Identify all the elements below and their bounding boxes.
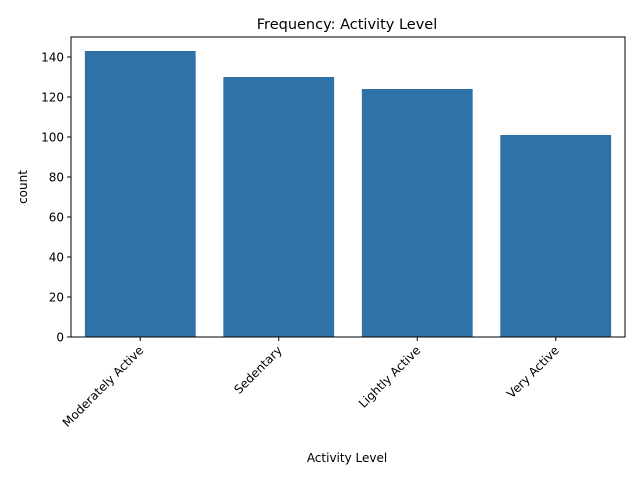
- y-tick-label: 80: [49, 171, 64, 185]
- x-tick-label: Lightly Active: [356, 343, 423, 410]
- plot-frame: [70, 36, 626, 338]
- x-axis-label: Activity Level: [307, 451, 387, 465]
- y-tick-label: 120: [41, 91, 64, 105]
- y-tick-label: 60: [49, 211, 64, 225]
- bars-group: [84, 51, 612, 337]
- bar-moderately-active: [84, 51, 196, 337]
- y-axis: 0 20 40 60 80 100 120 140: [41, 51, 71, 345]
- y-tick-label: 140: [41, 51, 64, 65]
- x-tick-label: Very Active: [504, 343, 562, 401]
- x-tick-label: Sedentary: [231, 343, 285, 397]
- y-tick-label: 20: [49, 291, 64, 305]
- bar-lightly-active: [361, 89, 473, 337]
- chart-title: Frequency: Activity Level: [257, 17, 437, 33]
- bar-sedentary: [223, 77, 335, 337]
- y-tick-label: 100: [41, 131, 64, 145]
- x-tick-label: Moderately Active: [60, 343, 147, 430]
- y-tick-label: 0: [56, 331, 64, 345]
- x-axis: Moderately Active Sedentary Lightly Active…: [60, 337, 562, 430]
- bar-very-active: [500, 135, 612, 337]
- y-axis-label: count: [16, 170, 30, 204]
- y-tick-label: 40: [49, 251, 64, 265]
